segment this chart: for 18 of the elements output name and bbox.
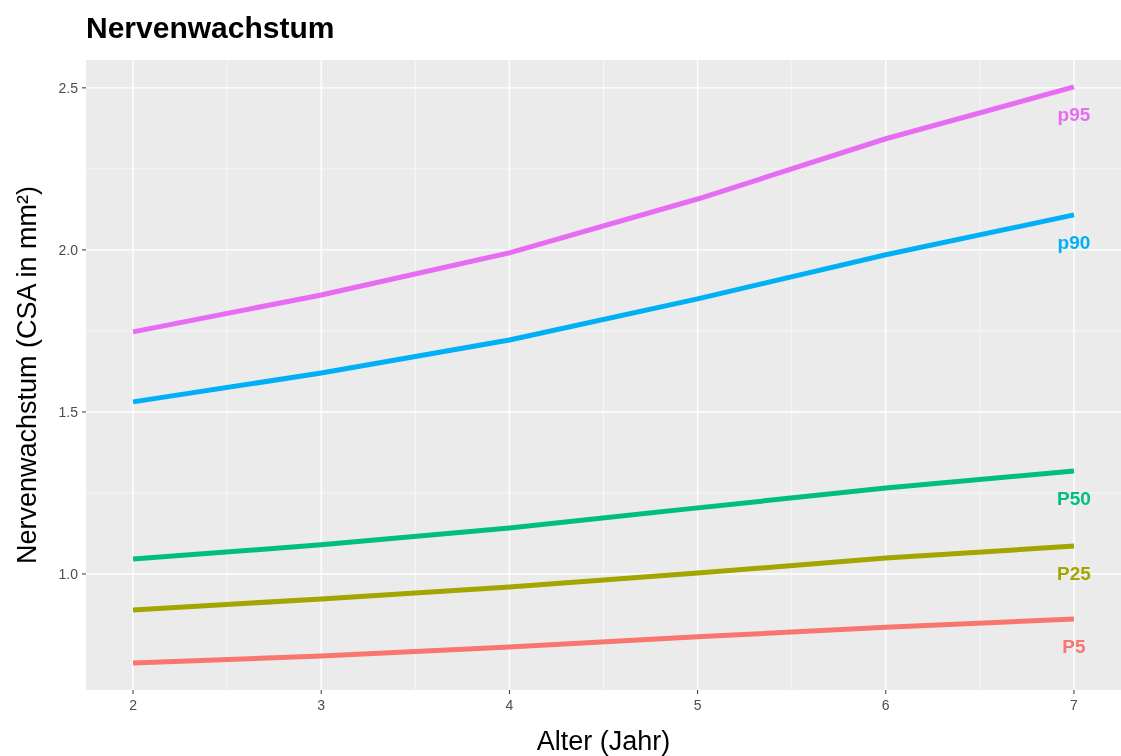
x-tick-label: 7 xyxy=(1070,697,1079,713)
series-label: P25 xyxy=(1057,563,1092,585)
chart-title: Nervenwachstum xyxy=(86,11,335,44)
x-tick-label: 4 xyxy=(505,697,514,713)
x-tick-label: 6 xyxy=(881,697,890,713)
y-tick-label: 1.0 xyxy=(58,565,79,582)
series-label: P50 xyxy=(1057,487,1091,509)
x-tick-label: 5 xyxy=(693,697,702,713)
series-label: p90 xyxy=(1057,231,1091,253)
x-tick-label: 2 xyxy=(129,697,138,713)
x-tick-label: 3 xyxy=(317,697,326,713)
y-axis-title: Nervenwachstum (CSA in mm²) xyxy=(12,185,42,565)
x-axis-title: Alter (Jahr) xyxy=(536,726,671,756)
y-tick-label: 1.5 xyxy=(58,403,79,420)
y-tick-label: 2.5 xyxy=(58,79,79,96)
series-label: P5 xyxy=(1062,636,1086,658)
y-tick-label: 2.0 xyxy=(58,241,79,258)
series-label: p95 xyxy=(1057,103,1091,125)
